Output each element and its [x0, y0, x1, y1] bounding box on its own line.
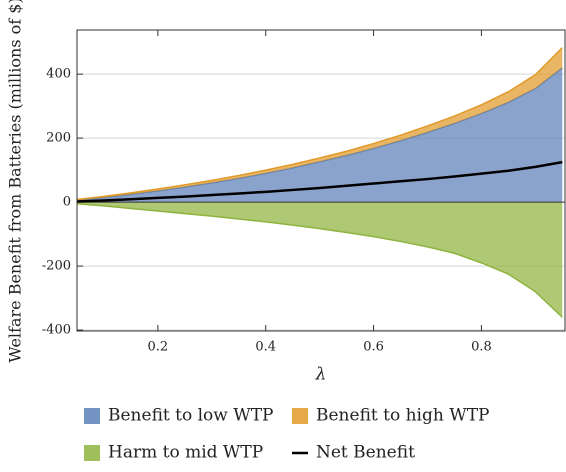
area	[77, 202, 563, 318]
x-axis-label: λ	[315, 365, 327, 385]
y-tick-label: 400	[46, 67, 71, 82]
x-tick-label: 0.4	[255, 340, 276, 355]
line	[76, 160, 563, 203]
legend-label: Benefit to low WTP	[108, 406, 273, 426]
area	[77, 67, 563, 203]
legend-swatch	[84, 445, 100, 461]
legend-label: Net Benefit	[316, 443, 415, 463]
y-axis-label: Welfare Benefit from Batteries (millions…	[6, 0, 25, 363]
x-tick-label: 0.2	[148, 340, 169, 355]
legend-label: Benefit to high WTP	[316, 406, 489, 426]
plot-area	[76, 47, 565, 331]
legend-swatch	[292, 408, 308, 424]
area-edge	[76, 47, 563, 201]
plot-frame	[76, 29, 566, 332]
x-tick-label: 0.8	[471, 340, 492, 355]
y-tick-label: 200	[46, 131, 71, 146]
legend-swatch	[84, 408, 100, 424]
y-tick-label: -200	[42, 259, 71, 274]
x-tick-label: 0.6	[363, 340, 384, 355]
y-tick-label: -400	[42, 323, 71, 338]
area-edge	[76, 202, 563, 318]
legend-label: Harm to mid WTP	[108, 443, 263, 463]
y-tick-label: 0	[63, 195, 71, 210]
